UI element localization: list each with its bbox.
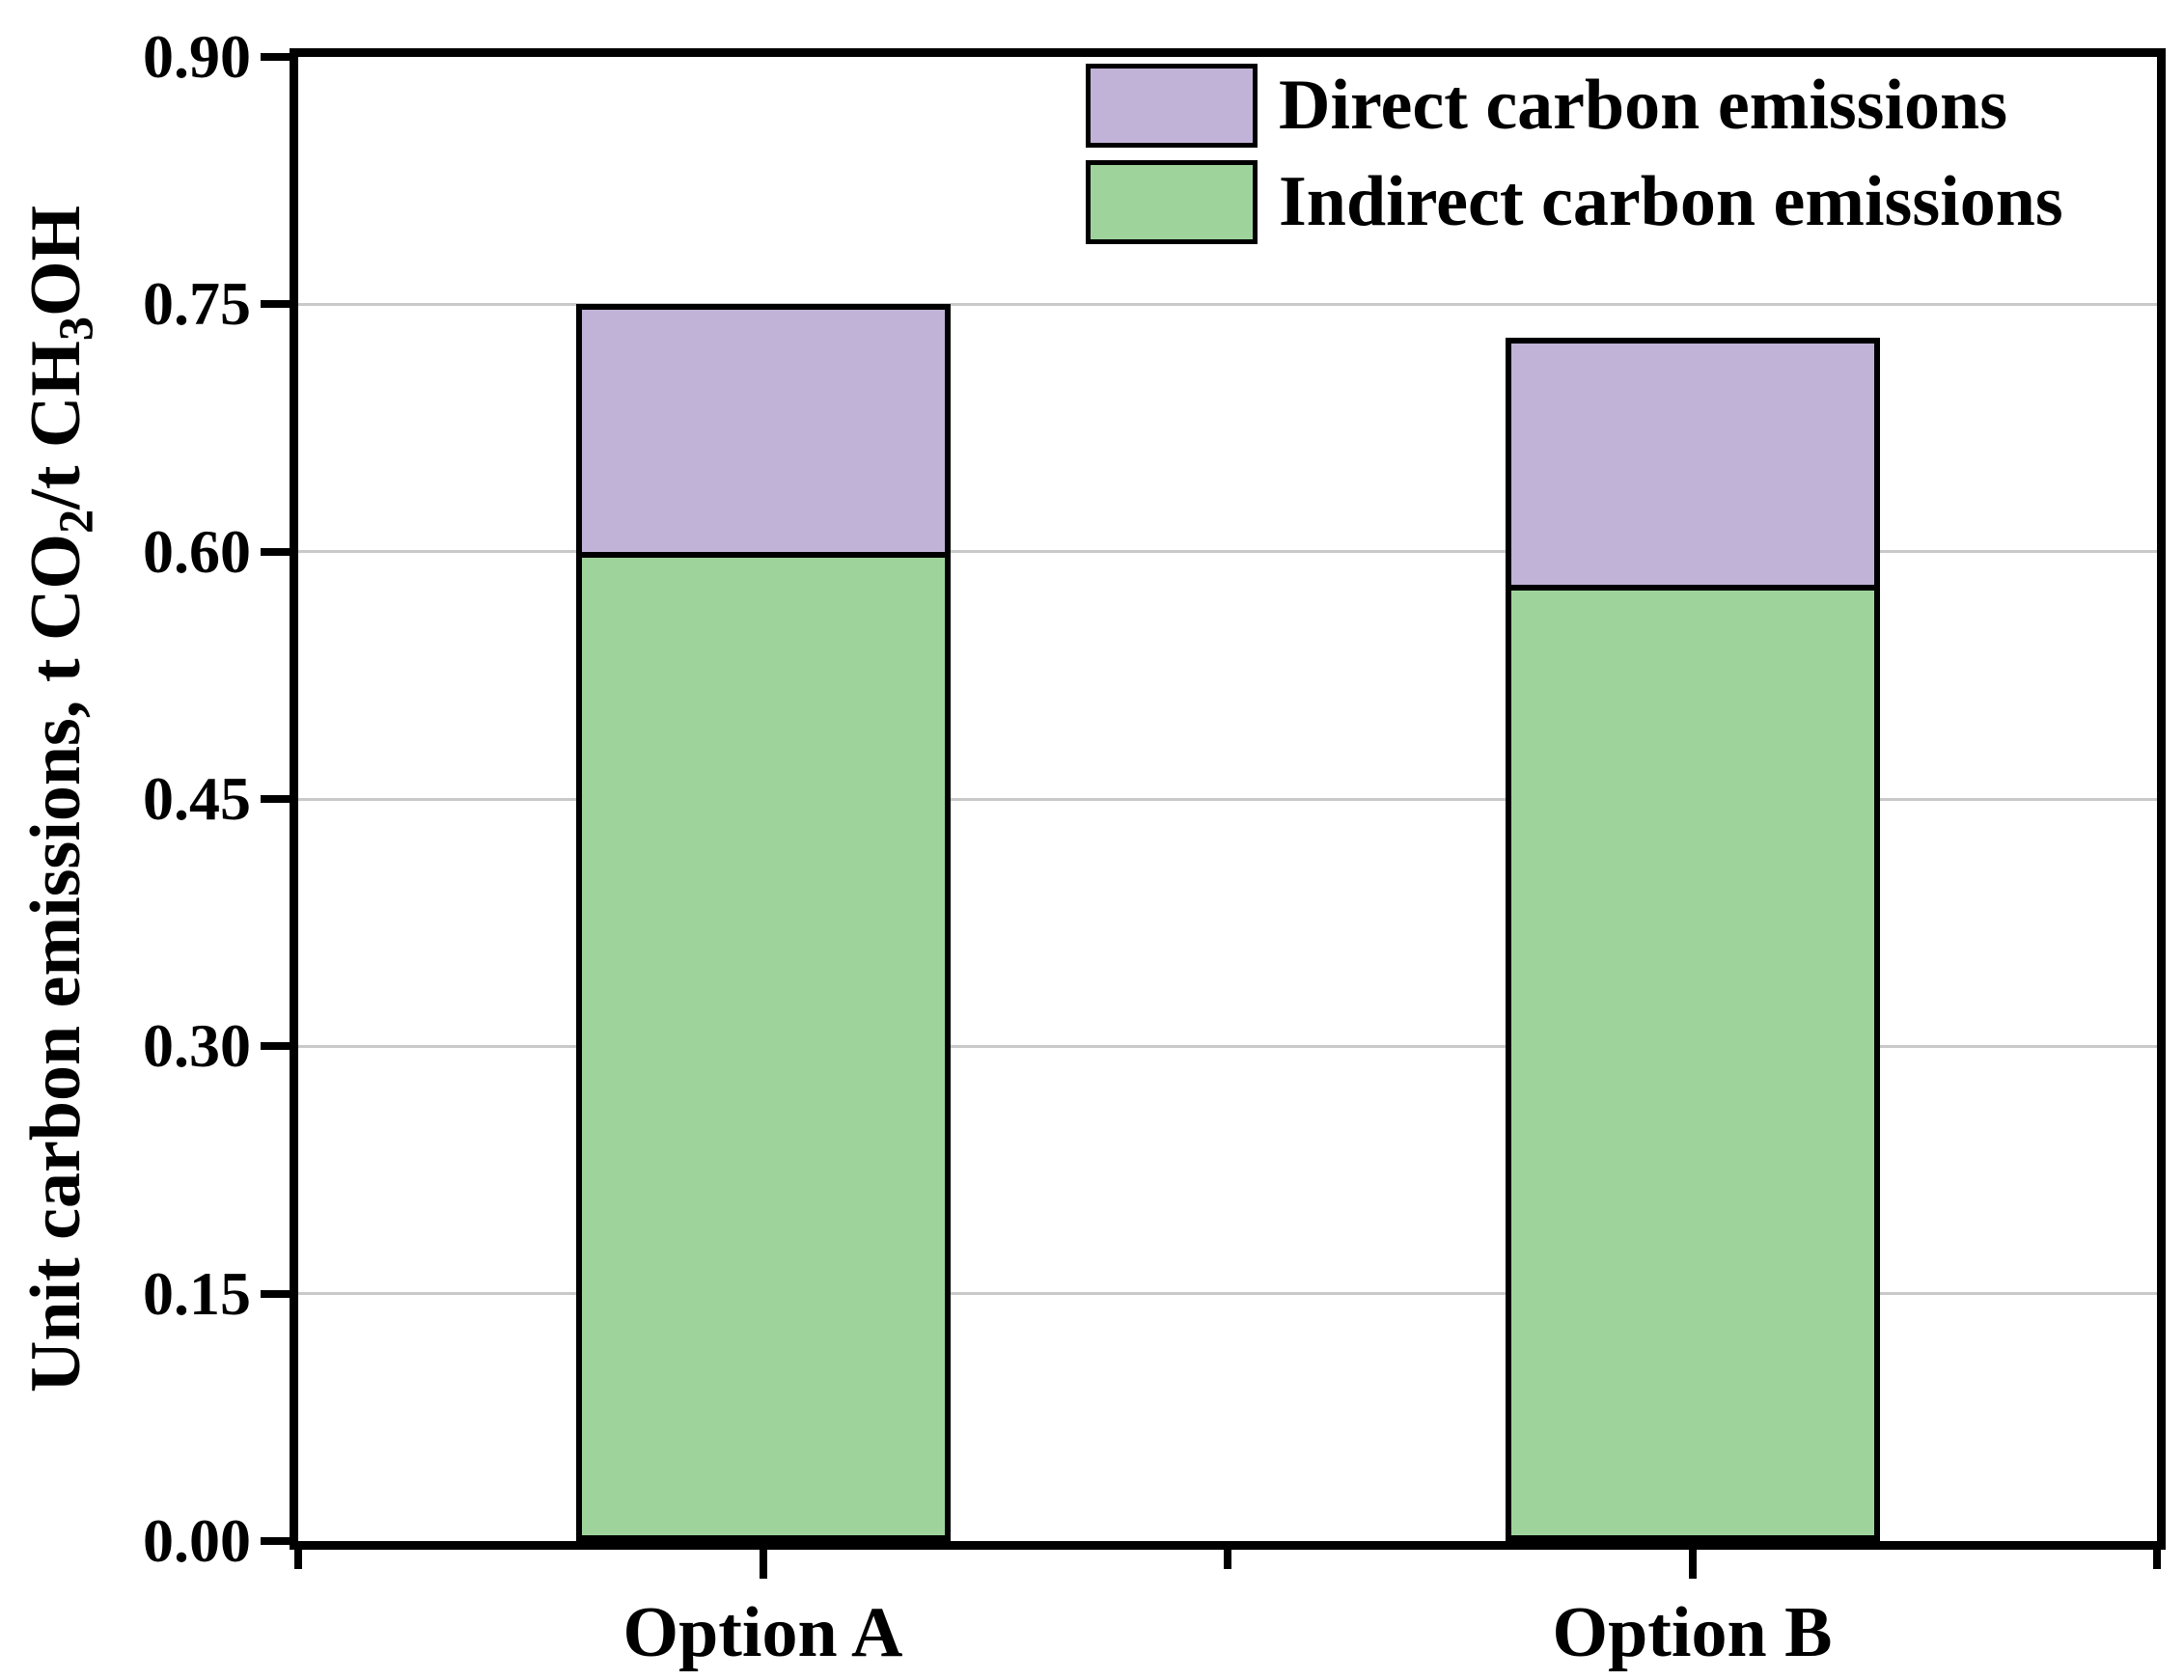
- y-axis-title-text: Unit carbon emissions, t CO: [15, 534, 96, 1393]
- gridline: [298, 550, 2157, 554]
- gridline: [298, 302, 2157, 306]
- x-category-label: Option B: [1552, 1593, 1833, 1672]
- y-axis-tick: [261, 53, 290, 61]
- y-axis-title-text: /t CH: [15, 341, 96, 510]
- bar-segment-direct-option-a: [575, 304, 951, 558]
- y-tick-label: 0.90: [143, 22, 251, 91]
- legend-entry-label: Direct carbon emissions: [1279, 66, 2007, 145]
- y-axis-tick: [261, 795, 290, 803]
- y-tick-label: 0.60: [143, 516, 251, 586]
- y-axis-tick: [261, 300, 290, 309]
- y-tick-label: 0.45: [143, 764, 251, 833]
- x-axis-major-tick: [759, 1550, 767, 1579]
- gridline: [298, 1044, 2157, 1048]
- y-axis-title-subscript: 3: [49, 317, 104, 342]
- gridline: [298, 797, 2157, 801]
- y-axis-tick: [261, 1537, 290, 1545]
- y-axis-title-text: OH: [15, 205, 96, 317]
- y-axis-title: Unit carbon emissions, t CO2/t CH3OH: [15, 206, 104, 1392]
- gridline: [298, 1292, 2157, 1296]
- y-tick-label: 0.00: [143, 1506, 251, 1575]
- y-axis-tick: [261, 547, 290, 556]
- legend: Direct carbon emissions Indirect carbon e…: [1086, 64, 2063, 257]
- legend-swatch-icon: [1086, 64, 1258, 148]
- x-axis-minor-tick: [1224, 1550, 1231, 1569]
- x-axis-major-tick: [1688, 1550, 1697, 1579]
- y-axis-title-subscript: 2: [49, 509, 104, 535]
- legend-swatch-icon: [1086, 160, 1258, 244]
- y-axis-tick: [261, 1289, 290, 1298]
- legend-entry: Indirect carbon emissions: [1086, 160, 2063, 244]
- x-category-label: Option A: [622, 1593, 903, 1672]
- x-axis-minor-tick: [2153, 1550, 2161, 1569]
- legend-entry-label: Indirect carbon emissions: [1279, 162, 2063, 241]
- y-tick-label: 0.30: [143, 1011, 251, 1081]
- x-axis-minor-tick: [294, 1550, 302, 1569]
- legend-entry: Direct carbon emissions: [1086, 64, 2063, 148]
- bar-segment-indirect-option-a: [575, 551, 951, 1541]
- bar-segment-direct-option-b: [1505, 337, 1880, 591]
- y-tick-label: 0.15: [143, 1258, 251, 1328]
- y-axis-tick: [261, 1042, 290, 1051]
- y-tick-label: 0.75: [143, 269, 251, 339]
